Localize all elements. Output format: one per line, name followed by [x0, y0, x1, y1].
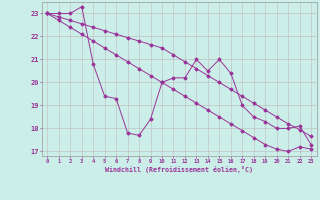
- X-axis label: Windchill (Refroidissement éolien,°C): Windchill (Refroidissement éolien,°C): [105, 166, 253, 173]
